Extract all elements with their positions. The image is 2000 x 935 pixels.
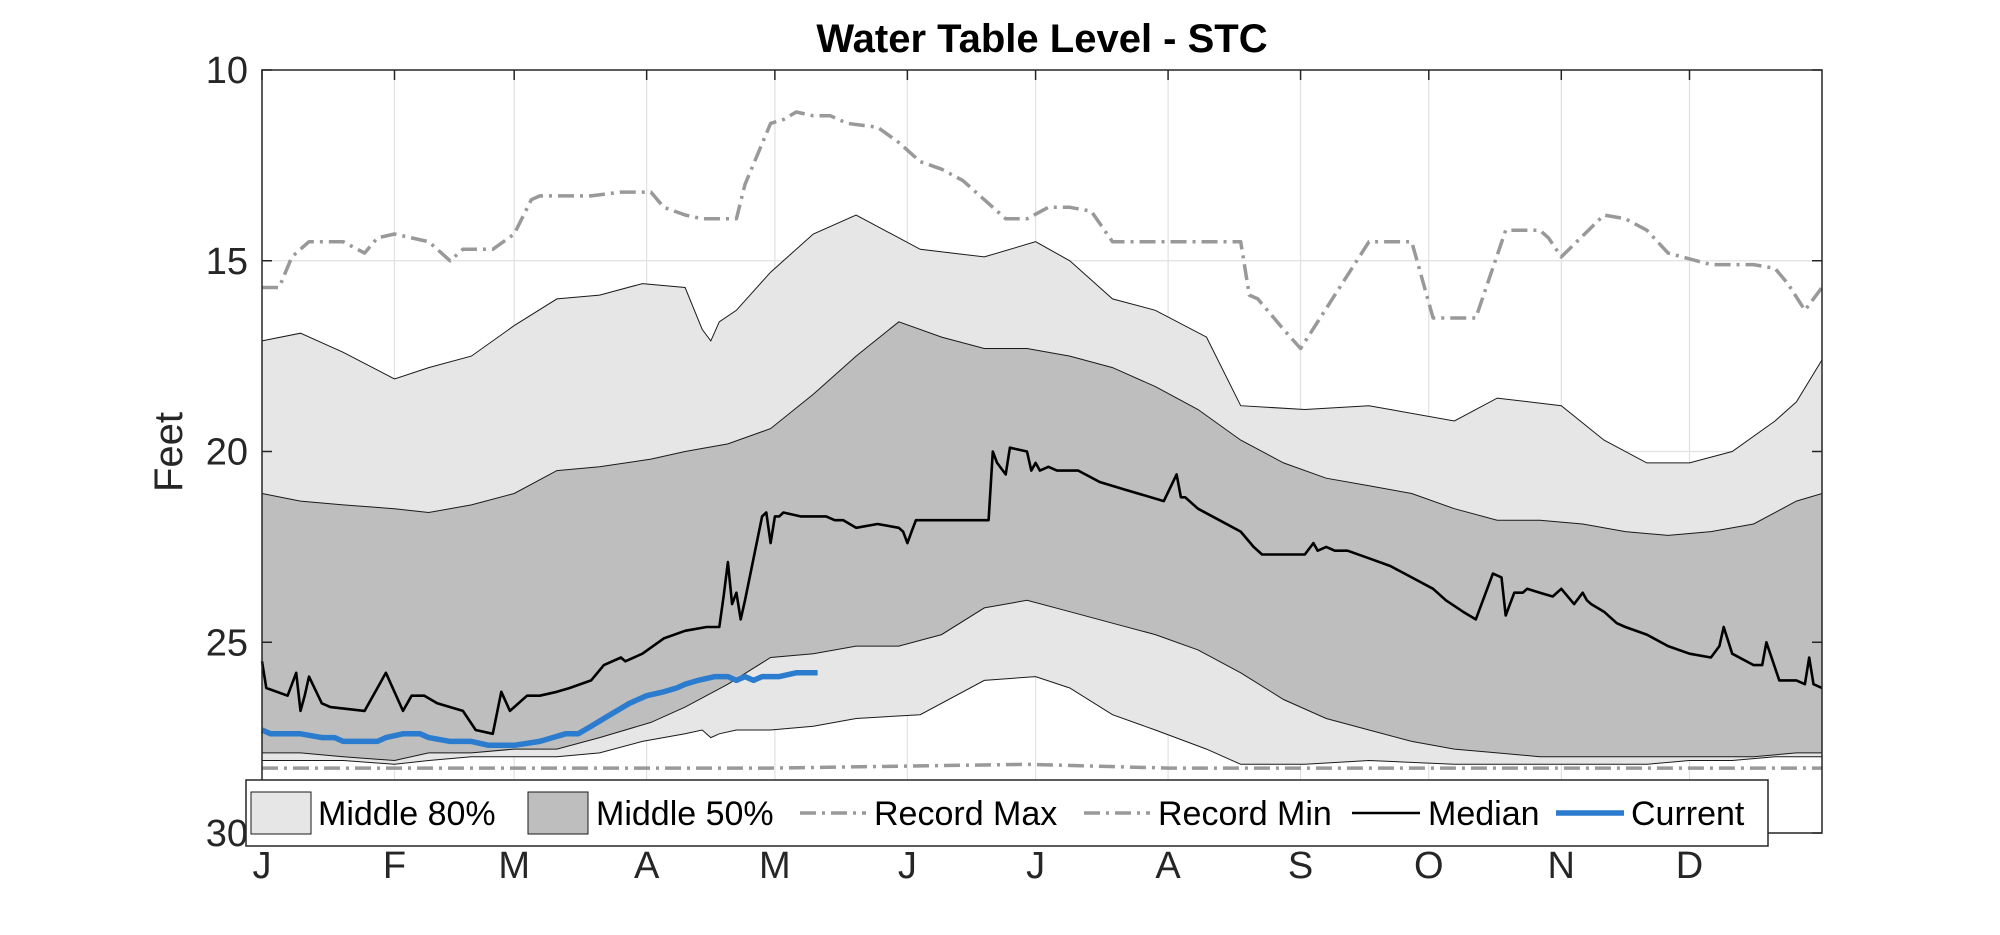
legend-label: Middle 80% [318, 795, 496, 833]
legend: Middle 80% Middle 50% Record Max Record Min… [245, 779, 1769, 847]
x-tick-label: D [1676, 845, 1703, 887]
legend-swatch [527, 791, 589, 835]
legend-label: Middle 50% [596, 795, 774, 833]
current-line [260, 670, 818, 749]
chart-title: Water Table Level - STC [816, 17, 1267, 61]
x-tick-label: J [898, 845, 917, 887]
legend-box [245, 779, 1769, 847]
legend-label: Record Min [1158, 795, 1332, 833]
x-tick-label: A [634, 845, 660, 887]
y-tick-label: 10 [206, 50, 248, 92]
y-tick-label: 25 [206, 622, 248, 664]
x-tick-label: M [498, 845, 530, 887]
legend-label: Median [1428, 795, 1540, 833]
x-tick-label: J [253, 845, 272, 887]
record-min-line [262, 762, 1822, 770]
x-tick-label: F [383, 845, 406, 887]
x-tick-label: A [1155, 845, 1181, 887]
legend-swatch [250, 791, 312, 835]
x-tick-label: J [1026, 845, 1045, 887]
x-tick-label: S [1288, 845, 1313, 887]
x-tick-label: M [759, 845, 791, 887]
legend-label: Current [1631, 795, 1745, 833]
legend-label: Record Max [874, 795, 1057, 833]
x-tick-label: O [1414, 845, 1444, 887]
median-line [260, 446, 1823, 736]
y-axis-label: Feet [147, 412, 191, 492]
line-layer [260, 110, 1824, 770]
y-tick-label: 30 [206, 813, 248, 855]
x-tick-label: N [1548, 845, 1575, 887]
y-tick-label: 15 [206, 241, 248, 283]
y-tick-label: 20 [206, 432, 248, 474]
